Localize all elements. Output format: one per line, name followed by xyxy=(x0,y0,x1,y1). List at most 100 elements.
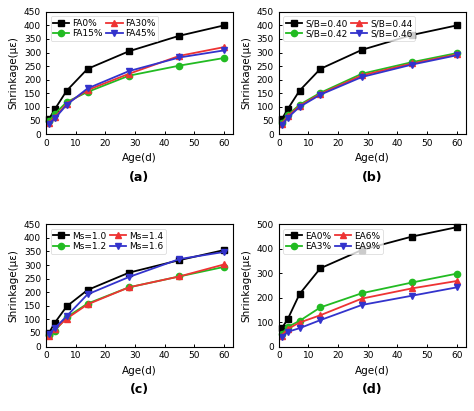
EA6% xyxy=(285,326,291,331)
S/B=0.46 xyxy=(410,62,415,67)
FA0% xyxy=(46,117,52,122)
Ms=1.4 xyxy=(46,334,52,339)
Ms=1.2 xyxy=(221,264,227,269)
EA0% xyxy=(285,316,291,321)
Ms=1.0 xyxy=(64,304,70,309)
S/B=0.46 xyxy=(297,104,302,109)
FA30% xyxy=(221,45,227,50)
Line: FA45%: FA45% xyxy=(46,47,227,127)
Line: S/B=0.42: S/B=0.42 xyxy=(279,50,460,126)
S/B=0.46 xyxy=(359,74,365,79)
Ms=1.2 xyxy=(126,285,132,290)
FA30% xyxy=(177,53,182,58)
EA6% xyxy=(318,313,323,318)
EA0% xyxy=(454,225,460,230)
FA30% xyxy=(64,101,70,106)
FA30% xyxy=(126,71,132,76)
Ms=1.4 xyxy=(52,327,58,332)
S/B=0.44 xyxy=(297,103,302,108)
FA15% xyxy=(126,73,132,78)
EA6% xyxy=(454,279,460,284)
EA3% xyxy=(318,305,323,310)
Line: Ms=1.2: Ms=1.2 xyxy=(46,264,227,338)
FA0% xyxy=(64,88,70,93)
S/B=0.44 xyxy=(279,121,285,126)
S/B=0.40 xyxy=(454,23,460,28)
FA0% xyxy=(221,23,227,28)
EA9% xyxy=(297,326,302,330)
EA0% xyxy=(279,326,285,330)
Ms=1.2 xyxy=(46,332,52,337)
S/B=0.44 xyxy=(318,91,323,96)
Line: Ms=1.0: Ms=1.0 xyxy=(46,247,227,336)
Ms=1.4 xyxy=(177,274,182,279)
S/B=0.42 xyxy=(359,71,365,76)
Ms=1.0 xyxy=(46,330,52,335)
Ms=1.2 xyxy=(64,315,70,320)
EA9% xyxy=(279,335,285,339)
Text: (b): (b) xyxy=(362,171,383,184)
Legend: EA0%, EA3%, EA6%, EA9%: EA0%, EA3%, EA6%, EA9% xyxy=(283,229,383,254)
FA45% xyxy=(64,102,70,107)
Ms=1.6 xyxy=(177,256,182,261)
Ms=1.2 xyxy=(52,328,58,333)
Ms=1.0 xyxy=(52,320,58,325)
FA15% xyxy=(52,111,58,116)
X-axis label: Age(d): Age(d) xyxy=(122,153,157,164)
Legend: S/B=0.40, S/B=0.42, S/B=0.44, S/B=0.46: S/B=0.40, S/B=0.42, S/B=0.44, S/B=0.46 xyxy=(283,16,415,41)
EA9% xyxy=(285,329,291,334)
Line: EA0%: EA0% xyxy=(279,224,460,331)
Ms=1.4 xyxy=(221,262,227,267)
Line: FA30%: FA30% xyxy=(46,44,227,126)
S/B=0.42 xyxy=(279,120,285,125)
EA9% xyxy=(410,293,415,298)
FA45% xyxy=(221,48,227,53)
S/B=0.46 xyxy=(454,53,460,58)
S/B=0.40 xyxy=(279,117,285,122)
Ms=1.6 xyxy=(52,326,58,330)
Line: EA3%: EA3% xyxy=(279,270,460,337)
EA6% xyxy=(410,286,415,291)
FA0% xyxy=(85,67,91,72)
EA3% xyxy=(279,331,285,336)
S/B=0.42 xyxy=(410,60,415,65)
FA45% xyxy=(52,116,58,121)
FA15% xyxy=(85,90,91,95)
S/B=0.40 xyxy=(285,106,291,111)
Ms=1.6 xyxy=(126,275,132,279)
FA15% xyxy=(64,99,70,104)
S/B=0.44 xyxy=(285,114,291,119)
S/B=0.44 xyxy=(454,52,460,57)
Line: FA0%: FA0% xyxy=(46,22,227,122)
Ms=1.0 xyxy=(126,270,132,275)
S/B=0.40 xyxy=(410,32,415,37)
Ms=1.6 xyxy=(221,249,227,254)
EA9% xyxy=(359,302,365,307)
S/B=0.46 xyxy=(318,92,323,97)
EA3% xyxy=(359,291,365,296)
EA6% xyxy=(297,320,302,325)
Line: S/B=0.46: S/B=0.46 xyxy=(279,52,460,128)
EA3% xyxy=(410,280,415,285)
Line: EA6%: EA6% xyxy=(279,278,460,339)
S/B=0.42 xyxy=(318,90,323,95)
Line: Ms=1.4: Ms=1.4 xyxy=(46,261,227,339)
Ms=1.0 xyxy=(85,288,91,293)
Legend: Ms=1.0, Ms=1.2, Ms=1.4, Ms=1.6: Ms=1.0, Ms=1.2, Ms=1.4, Ms=1.6 xyxy=(51,229,166,254)
EA0% xyxy=(410,234,415,239)
Line: EA9%: EA9% xyxy=(279,284,460,340)
EA0% xyxy=(318,266,323,271)
EA6% xyxy=(279,333,285,338)
EA9% xyxy=(454,285,460,290)
S/B=0.46 xyxy=(279,122,285,127)
S/B=0.42 xyxy=(454,51,460,55)
Line: S/B=0.40: S/B=0.40 xyxy=(279,22,460,122)
FA45% xyxy=(177,55,182,60)
X-axis label: Age(d): Age(d) xyxy=(355,366,390,376)
EA3% xyxy=(285,325,291,330)
FA0% xyxy=(177,33,182,38)
X-axis label: Age(d): Age(d) xyxy=(122,366,157,376)
X-axis label: Age(d): Age(d) xyxy=(355,153,390,164)
FA45% xyxy=(126,69,132,74)
EA0% xyxy=(297,291,302,296)
